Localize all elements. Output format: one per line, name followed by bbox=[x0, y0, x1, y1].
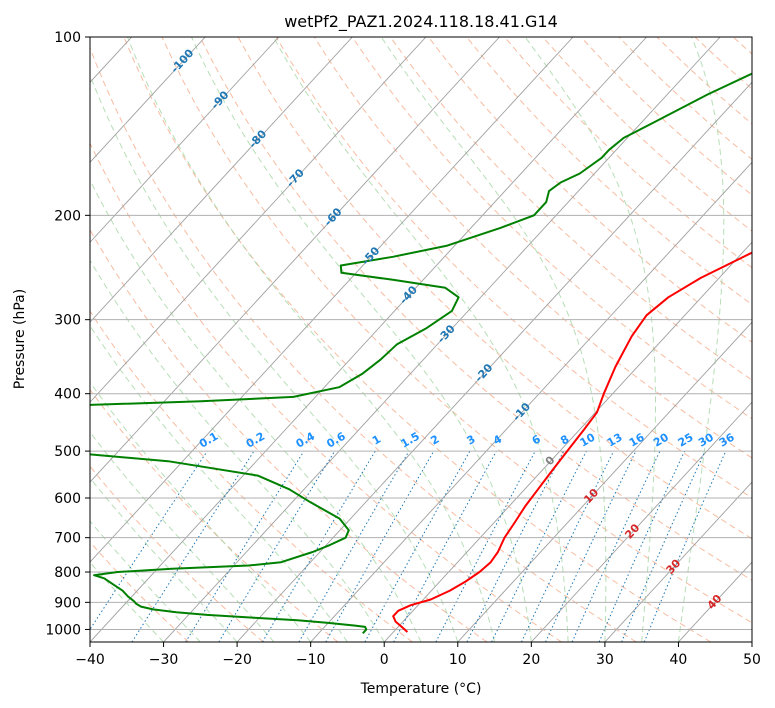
isotherm-line bbox=[90, 37, 574, 563]
x-tick-label: −10 bbox=[296, 652, 326, 668]
mixing-ratio-line bbox=[185, 450, 305, 642]
dry-adiabat bbox=[90, 142, 562, 642]
dry-adiabat bbox=[123, 37, 712, 642]
mixing-ratio-line bbox=[364, 450, 471, 642]
moist-adiabat bbox=[524, 37, 656, 642]
isotherm-line bbox=[310, 161, 752, 642]
x-axis: −40 −30 −20 −10 0 10 20 30 40 50 bbox=[75, 642, 761, 668]
moist-adiabat bbox=[90, 324, 348, 642]
background-lines bbox=[90, 37, 752, 642]
isotherm-line bbox=[90, 37, 500, 483]
dewpoint-line bbox=[90, 72, 752, 406]
isotherm-line bbox=[90, 37, 427, 403]
mixing-ratio-line bbox=[466, 450, 565, 642]
mixing-ratio-line bbox=[218, 450, 336, 642]
profile-series bbox=[90, 72, 752, 634]
y-tick-label: 200 bbox=[54, 208, 81, 224]
y-tick-label: 100 bbox=[54, 30, 81, 46]
x-tick-label: −20 bbox=[222, 652, 252, 668]
dry-adiabat bbox=[237, 37, 752, 540]
isotherm-line bbox=[90, 37, 206, 163]
y-tick-label: 900 bbox=[54, 595, 81, 611]
moist-adiabat bbox=[90, 179, 422, 642]
isotherm-line bbox=[604, 481, 752, 642]
moist-adiabat bbox=[380, 37, 607, 642]
isotherm-line bbox=[457, 321, 752, 642]
y-tick-label: 1000 bbox=[45, 622, 81, 638]
dry-adiabat bbox=[466, 37, 752, 306]
dry-adiabat bbox=[351, 37, 752, 420]
y-axis-label: Pressure (hPa) bbox=[12, 289, 28, 389]
y-tick-label: 800 bbox=[54, 565, 81, 581]
isotherm-line bbox=[90, 37, 280, 243]
isotherm-line bbox=[236, 81, 752, 642]
x-tick-label: 10 bbox=[449, 652, 467, 668]
dewpoint-line bbox=[90, 453, 368, 634]
moist-adiabat bbox=[273, 37, 569, 642]
dry-adiabat bbox=[90, 46, 637, 642]
mixing-ratio-line bbox=[131, 450, 255, 642]
x-tick-label: −30 bbox=[149, 652, 179, 668]
x-tick-label: 30 bbox=[596, 652, 614, 668]
moist-adiabat bbox=[677, 37, 725, 642]
dry-adiabat bbox=[275, 37, 752, 499]
y-axis: 1000 900 800 700 600 500 400 300 200 100 bbox=[45, 30, 90, 638]
dry-adiabat bbox=[90, 465, 264, 642]
y-tick-label: 500 bbox=[54, 444, 81, 460]
moist-adiabat bbox=[127, 37, 496, 642]
mixing-ratio-line bbox=[598, 450, 686, 642]
isotherm-line bbox=[90, 37, 353, 323]
isotherm-line bbox=[383, 241, 752, 642]
x-tick-label: 50 bbox=[743, 652, 761, 668]
moist-adiabat bbox=[191, 37, 532, 642]
dry-adiabat bbox=[90, 541, 190, 642]
dry-adiabat bbox=[389, 37, 752, 381]
mixing-ratio-line bbox=[325, 450, 435, 642]
isotherm-line bbox=[163, 37, 721, 642]
x-axis-label: Temperature (°C) bbox=[360, 681, 482, 697]
plot-frame bbox=[89, 36, 753, 643]
dry-adiabat bbox=[313, 37, 752, 459]
x-tick-label: −40 bbox=[75, 652, 105, 668]
x-tick-label: 0 bbox=[380, 652, 389, 668]
dry-adiabat bbox=[428, 37, 752, 343]
mixing-ratio-line bbox=[393, 450, 497, 642]
dry-adiabat bbox=[161, 37, 752, 624]
x-tick-label: 20 bbox=[522, 652, 540, 668]
y-tick-label: 300 bbox=[54, 313, 81, 329]
dry-adiabat bbox=[199, 37, 752, 581]
mixing-ratio-line bbox=[491, 450, 587, 642]
isotherm-line bbox=[90, 37, 647, 642]
moist-adiabat bbox=[90, 73, 459, 642]
mixing-ratio-line bbox=[90, 450, 208, 631]
x-tick-label: 40 bbox=[670, 652, 688, 668]
isotherm-line bbox=[531, 401, 752, 642]
y-tick-label: 600 bbox=[54, 491, 81, 507]
mixing-ratio-line bbox=[643, 450, 727, 642]
temperature-line bbox=[392, 251, 752, 633]
y-tick-label: 700 bbox=[54, 531, 81, 547]
chart-title: wetPf2_PAZ1.2024.118.18.41.G14 bbox=[284, 12, 558, 32]
y-tick-label: 400 bbox=[54, 387, 81, 403]
mixing-ratio-line bbox=[621, 450, 706, 642]
